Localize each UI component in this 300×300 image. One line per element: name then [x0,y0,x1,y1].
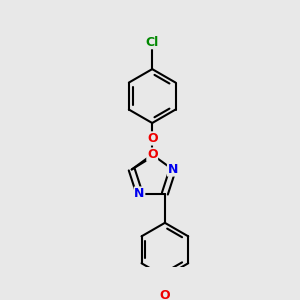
Text: O: O [147,148,158,161]
Text: N: N [134,187,145,200]
Text: O: O [147,132,158,145]
Text: O: O [160,290,170,300]
Text: Cl: Cl [146,36,159,49]
Text: N: N [167,163,178,176]
